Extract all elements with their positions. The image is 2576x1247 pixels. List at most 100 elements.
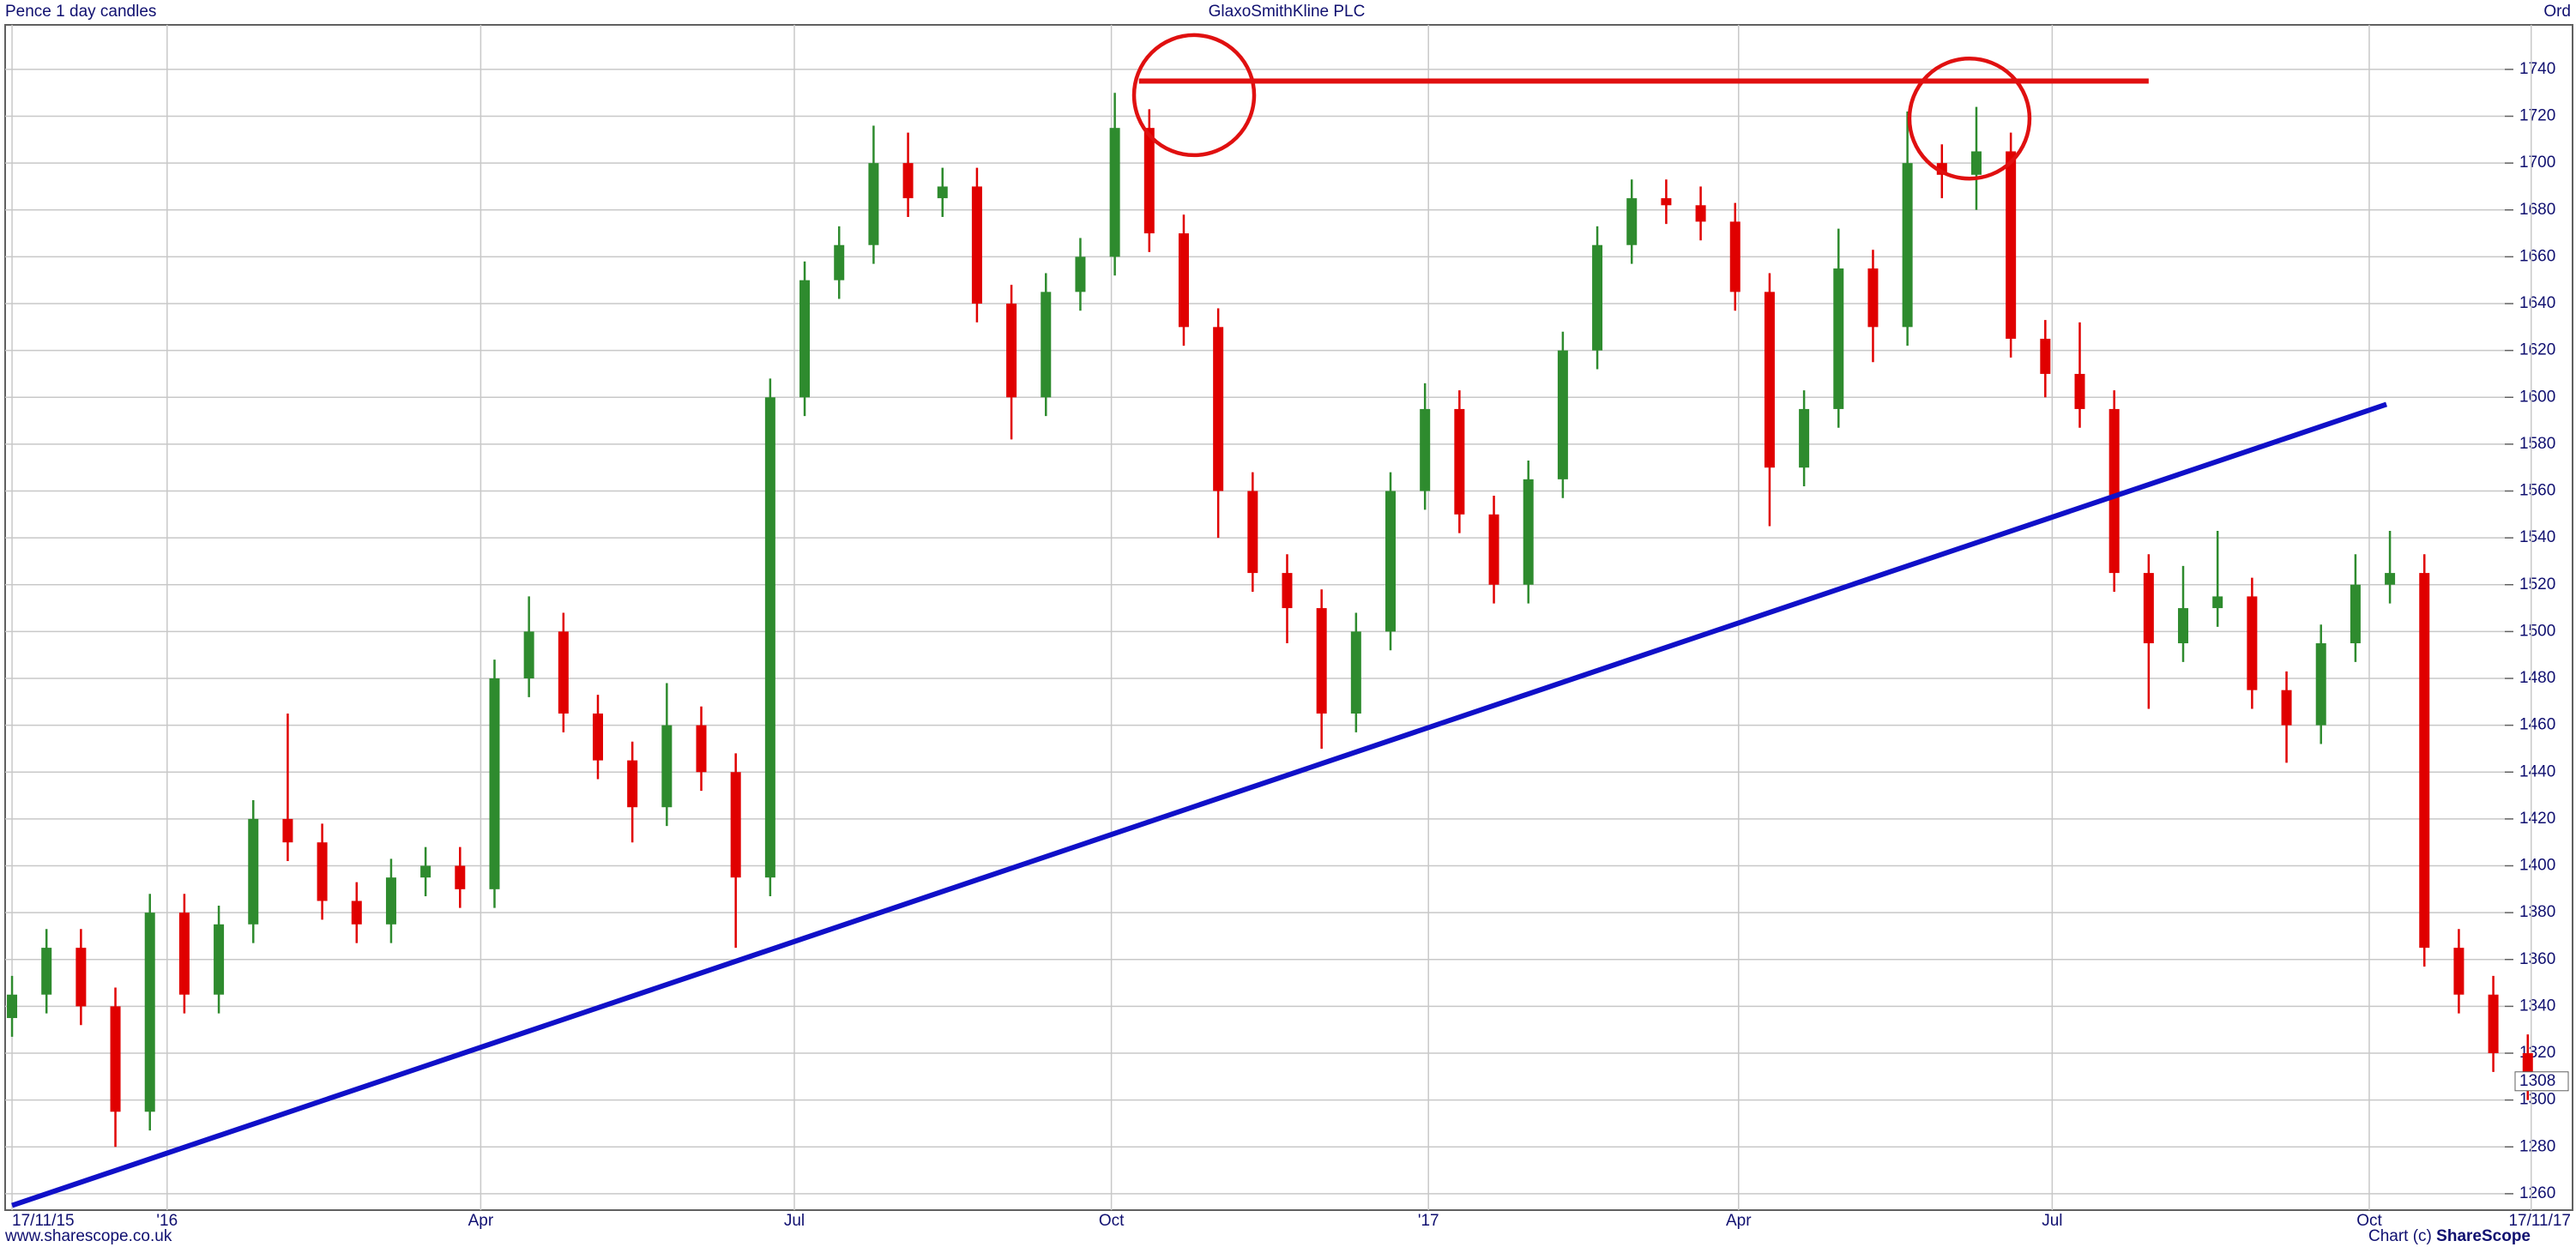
y-tick-label: 1600 xyxy=(2519,388,2555,406)
y-tick-label: 1680 xyxy=(2519,201,2555,219)
candle-body xyxy=(2178,608,2189,644)
y-tick-label: 1560 xyxy=(2519,482,2555,500)
candle-body xyxy=(41,948,52,995)
candle-body xyxy=(2108,408,2120,574)
candle-body xyxy=(1420,408,1431,491)
candle-body xyxy=(1006,304,1017,398)
candle-body xyxy=(764,397,775,878)
x-tick-label: Oct xyxy=(1099,1212,1125,1230)
y-tick-label: 1440 xyxy=(2519,762,2555,780)
y-tick-label: 1520 xyxy=(2519,575,2555,593)
candle-body xyxy=(523,631,534,679)
candle-body xyxy=(1282,573,1293,609)
candle-body xyxy=(937,186,948,199)
chart-title: GlaxoSmithKline PLC xyxy=(1209,3,1366,21)
candle-body xyxy=(2350,584,2361,644)
highlight-circle xyxy=(1131,33,1257,158)
candle-body xyxy=(696,725,707,773)
candle-body xyxy=(282,818,293,843)
candle-body xyxy=(1764,292,1775,468)
candle-body xyxy=(2143,573,2154,644)
y-tick-label: 1360 xyxy=(2519,950,2555,968)
chart-subtitle: Pence 1 day candles xyxy=(5,3,156,21)
y-tick-label: 1640 xyxy=(2519,294,2555,312)
candle-body xyxy=(1041,292,1052,398)
last-price-box xyxy=(2514,1071,2569,1092)
candle-body xyxy=(1075,256,1086,292)
candle-body xyxy=(1109,128,1120,257)
y-tick-label: 1300 xyxy=(2519,1091,2555,1109)
y-tick-label: 1580 xyxy=(2519,435,2555,453)
candle-body xyxy=(2385,573,2396,585)
candle-body xyxy=(2419,573,2430,949)
candle-body xyxy=(1143,128,1155,234)
candle-body xyxy=(834,244,845,280)
y-tick-label: 1420 xyxy=(2519,810,2555,828)
candle-body xyxy=(1592,244,1603,351)
candle-body xyxy=(178,913,190,995)
x-tick-label: Jul xyxy=(784,1212,805,1230)
y-tick-label: 1400 xyxy=(2519,857,2555,875)
y-tick-label: 1260 xyxy=(2519,1184,2555,1202)
trend-line xyxy=(11,401,2388,1208)
candle-body xyxy=(214,924,225,995)
x-tick-label: Oct xyxy=(2356,1212,2382,1230)
candle-body xyxy=(2212,596,2223,609)
candle-body xyxy=(902,163,914,199)
candle-body xyxy=(455,865,466,889)
candle-body xyxy=(593,713,604,761)
y-tick-label: 1460 xyxy=(2519,716,2555,734)
candle-body xyxy=(1247,491,1258,574)
candle-body xyxy=(110,1006,121,1112)
candle-body xyxy=(1902,163,1913,328)
candle-body xyxy=(1488,514,1499,585)
candle-body xyxy=(1350,631,1361,714)
candle-body xyxy=(971,186,982,304)
candle-body xyxy=(351,901,362,925)
y-tick-label: 1740 xyxy=(2519,60,2555,78)
x-tick-label: 17/11/15 xyxy=(12,1212,75,1230)
candle-body xyxy=(317,842,328,901)
candle-body xyxy=(2453,948,2464,995)
candle-body xyxy=(2281,690,2292,726)
footer-right-brand: ShareScope xyxy=(2436,1227,2531,1245)
x-tick-label: 17/11/17 xyxy=(2508,1212,2571,1230)
x-tick-label: '17 xyxy=(1418,1212,1439,1230)
candle-body xyxy=(1178,233,1189,328)
candle-body xyxy=(489,678,500,889)
candle-body xyxy=(1867,268,1879,328)
y-tick-label: 1660 xyxy=(2519,247,2555,265)
candle-body xyxy=(627,760,638,808)
footer-right: Chart (c) ShareScope xyxy=(2368,1227,2531,1245)
candle-body xyxy=(1523,479,1534,585)
y-tick-label: 1380 xyxy=(2519,903,2555,921)
y-tick-label: 1700 xyxy=(2519,154,2555,172)
candle-body xyxy=(1661,198,1672,206)
candle-body xyxy=(868,163,879,245)
candle-body xyxy=(661,725,673,808)
footer-left: www.sharescope.co.uk xyxy=(4,1227,172,1245)
candle-body xyxy=(799,280,811,398)
candle-body xyxy=(1970,151,1982,175)
candle-body xyxy=(75,948,87,1007)
y-tick-label: 1500 xyxy=(2519,622,2555,640)
candle-body xyxy=(2488,994,2499,1054)
candle-body xyxy=(385,877,396,925)
candle-body xyxy=(1385,491,1397,632)
y-tick-label: 1340 xyxy=(2519,997,2555,1015)
candle-body xyxy=(1799,408,1810,468)
candle-body xyxy=(420,865,431,878)
candle-body xyxy=(2074,373,2085,409)
candle-body xyxy=(730,772,741,878)
candle-body xyxy=(1729,221,1740,292)
candle-body xyxy=(1695,205,1706,222)
y-tick-label: 1480 xyxy=(2519,669,2555,687)
candle-body xyxy=(1454,408,1465,515)
candle-body xyxy=(2247,596,2258,690)
y-tick-label: 1620 xyxy=(2519,341,2555,359)
y-tick-label: 1280 xyxy=(2519,1137,2555,1155)
x-tick-label: Jul xyxy=(2042,1212,2062,1230)
y-tick-label: 1540 xyxy=(2519,528,2555,546)
